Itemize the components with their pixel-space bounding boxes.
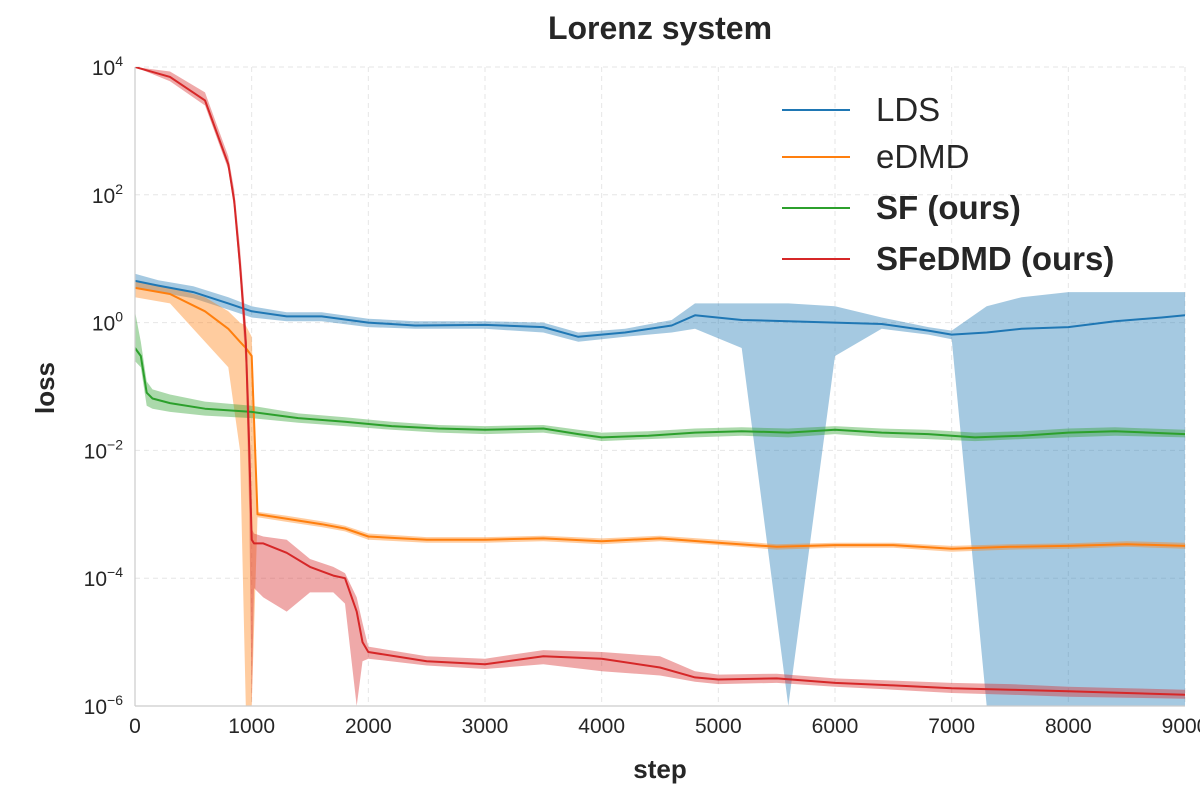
y-tick-label: 104 [92,53,123,80]
axes [134,67,1185,707]
line-sfedmd-ours [135,67,1185,696]
x-tick-label: 1000 [228,715,275,738]
y-tick-label: 10−4 [84,564,124,591]
x-tick-label: 0 [129,715,141,738]
x-tick-label: 6000 [812,715,859,738]
line-edmd [135,286,1185,550]
y-tick-label: 102 [92,181,123,208]
y-tick-label: 10−2 [84,436,124,463]
line-lds [135,279,1185,338]
series-lines [135,67,1185,696]
legend-label-edmd: eDMD [876,138,970,175]
legend-label-lds: LDS [876,91,940,128]
legend-label-sf-ours: SF (ours) [876,189,1021,226]
y-axis-ticks: 104 102 100 10−2 10−4 10−6 [84,53,124,719]
x-tick-label: 2000 [345,715,392,738]
x-axis-label: step [633,754,686,784]
legend-label-sfedmd-ours: SFeDMD (ours) [876,240,1114,277]
x-tick-label: 3000 [462,715,509,738]
error-bands [135,67,1185,706]
y-tick-label: 100 [92,309,123,336]
x-tick-label: 5000 [695,715,742,738]
x-tick-label: 8000 [1045,715,1092,738]
band-lds [135,273,1185,706]
line-sf-ours [135,347,1185,439]
y-tick-label: 10−6 [84,692,124,719]
y-axis-label: loss [30,362,60,414]
x-tick-label: 9000 [1162,715,1200,738]
chart-title: Lorenz system [548,10,772,46]
x-axis-ticks: 0 1000 2000 3000 4000 5000 6000 7000 8000 9000 [129,715,1200,738]
x-tick-label: 7000 [928,715,975,738]
legend: LDS eDMD SF (ours) SFeDMD (ours) [782,91,1114,277]
x-tick-label: 4000 [578,715,625,738]
band-edmd [135,280,1185,706]
